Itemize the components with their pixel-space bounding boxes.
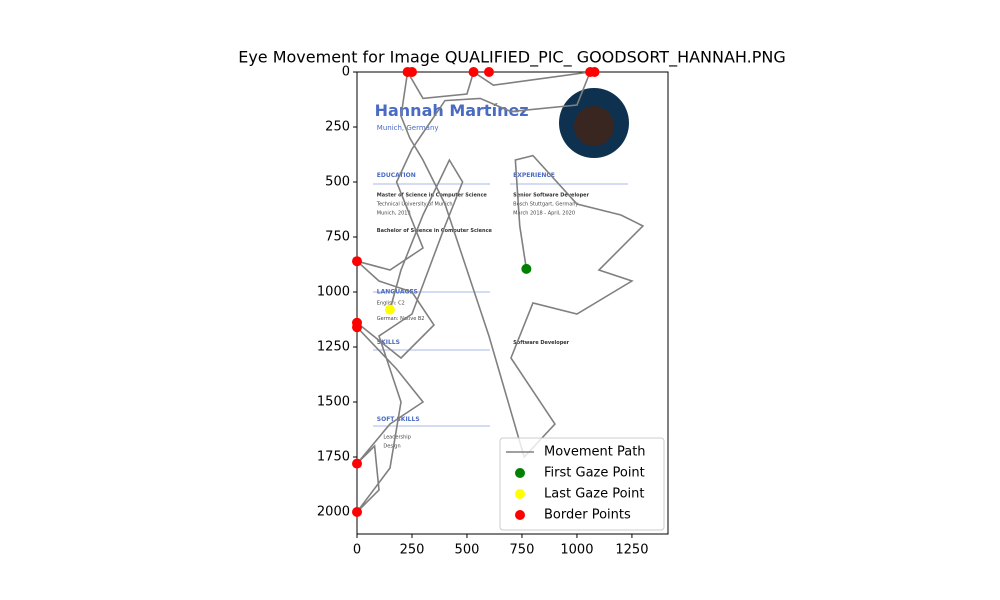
x-tick-label: 1250	[615, 543, 648, 558]
resume-text: EXPERIENCE	[513, 172, 555, 179]
resume-text: LANGUAGES	[377, 289, 418, 296]
y-tick-label: 1750	[317, 450, 350, 465]
gaze-point	[521, 263, 532, 274]
resume-text: Munich, 2013	[377, 210, 411, 216]
y-tick-label: 750	[325, 230, 350, 245]
resume-text: SKILLS	[377, 339, 400, 346]
resume-text: German: Native B2	[377, 316, 425, 322]
gaze-point	[352, 256, 362, 267]
movement-path	[356, 69, 645, 513]
legend-label: First Gaze Point	[544, 466, 645, 481]
y-tick-label: 250	[325, 120, 350, 135]
resume-text: Technical University of Munich	[376, 202, 453, 208]
gaze-point	[589, 67, 600, 77]
plot-frame	[356, 71, 669, 535]
y-tick-label: 1250	[317, 340, 350, 355]
resume-text: Bosch Stuttgart, Germany	[513, 202, 578, 208]
x-tick-label: 0	[353, 543, 361, 558]
y-tick-label: 500	[325, 175, 350, 190]
y-tick-label: 2000	[317, 505, 350, 520]
legend-swatch	[515, 510, 525, 520]
resume-text: Senior Software Developer	[513, 193, 589, 199]
gaze-point	[468, 67, 479, 77]
resume-text: English: C2	[377, 301, 405, 307]
resume-text: Software Developer	[513, 340, 570, 346]
x-tick-label: 750	[510, 543, 535, 558]
y-tick-label: 0	[342, 65, 350, 80]
resume-text: March 2018 - April, 2020	[513, 210, 575, 216]
legend-swatch	[515, 489, 525, 499]
photo-face	[574, 106, 614, 146]
x-tick-label: 250	[400, 543, 425, 558]
resume-text: Munich, Germany	[377, 124, 439, 132]
legend-swatch	[515, 468, 525, 478]
legend-label: Last Gaze Point	[544, 487, 644, 502]
resume-text: Bachelor of Science in Computer Science	[377, 228, 493, 234]
x-tick-label: 500	[455, 543, 480, 558]
gaze-point	[406, 67, 417, 77]
gaze-point	[352, 458, 362, 469]
gaze-point	[352, 507, 362, 517]
gaze-point	[384, 304, 395, 315]
gaze-point	[483, 67, 494, 77]
resume-text: Hannah Martínez	[375, 101, 529, 120]
gaze-point	[352, 322, 362, 333]
resume-text: Design	[383, 444, 400, 450]
resume-text: EDUCATION	[377, 172, 416, 179]
legend-label: Movement Path	[544, 445, 646, 460]
chart-title: Eye Movement for Image QUALIFIED_PIC_ GO…	[238, 48, 786, 68]
y-tick-label: 1500	[317, 395, 350, 410]
legend-label: Border Points	[544, 508, 631, 523]
resume-text: Leadership	[383, 435, 410, 441]
legend-box	[499, 437, 665, 531]
y-tick-label: 1000	[317, 285, 350, 300]
x-tick-label: 1000	[560, 543, 593, 558]
